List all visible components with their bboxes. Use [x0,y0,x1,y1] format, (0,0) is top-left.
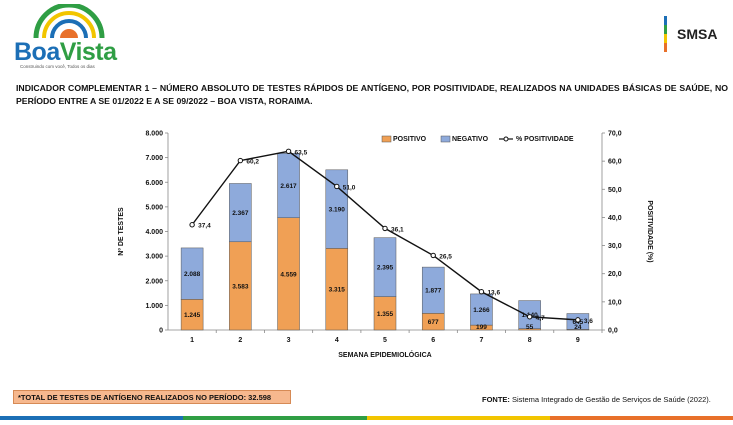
smsa-color-bar [664,16,667,52]
y2-tick-label: 10,0 [608,299,622,306]
bar-negativo [325,169,349,249]
data-label-positivo: 24 [574,324,582,331]
x-tick-label: 2 [238,337,242,344]
stripe-segment [0,416,184,420]
sun-rays-icon [33,4,105,39]
positividade-point [189,222,195,228]
page-title: INDICADOR COMPLEMENTAR 1 – NÚMERO ABSOLU… [16,83,728,106]
legend-marker-positividade [503,136,509,142]
y-tick-label: 6.000 [145,180,163,187]
positividade-label: 36,1 [391,226,404,233]
y2-tick-label: 0,0 [608,328,618,335]
positividade-point [285,148,292,154]
positividade-point [382,225,388,232]
positividade-label: 37,4 [198,223,211,230]
data-label-negativo: 2.367 [232,210,249,217]
x-axis-title: SEMANA EPIDEMIOLÓGICA [338,350,431,359]
data-label-negativo: 2.395 [377,265,394,272]
positividade-point [575,317,581,323]
positividade-point [526,314,533,320]
y-tick-label: 2.000 [145,278,163,285]
legend-label-negativo: NEGATIVO [452,136,489,143]
data-label-negativo: 2.088 [184,271,201,278]
positividade-label: 4,7 [536,315,545,322]
positividade-label: 63,5 [295,149,308,156]
y2-axis-title: POSITIVIDADE (%) [646,200,653,262]
x-tick-label: 3 [287,337,291,344]
legend-label-positivo: POSITIVO [393,136,427,143]
data-label-positivo: 199 [476,324,487,331]
data-label-positivo: 3.583 [232,283,249,290]
positividade-label: 60,2 [246,159,259,166]
y2-tick-label: 50,0 [608,187,622,194]
bottom-color-stripe [0,407,733,420]
x-tick-label: 6 [431,337,435,344]
positividade-label: 26,5 [439,253,452,260]
positividade-label: 13,6 [487,290,500,297]
x-tick-label: 8 [528,337,532,344]
y2-tick-label: 40,0 [608,215,622,222]
legend-label-positividade: % POSITIVIDADE [516,136,574,143]
y-tick-label: 8.000 [145,131,163,138]
data-label-negativo: 1.266 [473,307,490,314]
y2-tick-label: 20,0 [608,271,622,278]
data-label-positivo: 55 [526,324,534,331]
y2-tick-label: 70,0 [608,131,622,138]
y-tick-label: 4.000 [145,229,163,236]
y-tick-label: 5.000 [145,204,163,211]
x-tick-label: 5 [383,337,387,344]
data-label-positivo: 1.355 [377,311,394,318]
data-label-negativo: 1.877 [425,288,442,295]
x-tick-label: 9 [576,337,580,344]
stripe-segment [549,416,733,420]
x-tick-label: 4 [335,337,339,344]
legend-swatch-positivo [381,135,392,143]
y-tick-label: 0 [159,328,163,335]
y-axis-title: Nº DE TESTES [118,207,125,256]
y-tick-label: 1.000 [145,303,163,310]
y2-tick-label: 30,0 [608,243,622,250]
positividade-point [334,183,340,190]
data-label-positivo: 4.559 [280,271,297,278]
data-label-positivo: 3.315 [329,287,346,294]
x-tick-label: 1 [190,337,194,344]
stripe-segment [183,416,367,420]
positividade-point [478,289,485,295]
smsa-label: SMSA [677,26,718,42]
positividade-label: 3,6 [584,318,593,325]
chart: 0 1.000 2.000 3.000 4.000 5.000 6.000 7.000 8.00… [118,131,653,360]
bar-negativo [180,247,204,300]
x-tick-label: 7 [479,337,483,344]
boa-vista-logo [33,4,105,39]
bar-negativo [229,183,252,243]
data-label-positivo: 1.245 [184,312,201,319]
total-tests-note: *TOTAL DE TESTES DE ANTÍGENO REALIZADOS … [13,390,291,404]
data-label-positivo: 677 [428,319,439,326]
legend-swatch-negativo [440,135,451,143]
bar-negativo [373,237,397,297]
positividade-point [237,157,244,164]
y2-tick-label: 60,0 [608,159,622,166]
y-tick-label: 3.000 [145,254,163,261]
y-tick-label: 7.000 [145,155,163,162]
source-note: FONTE: Sistema Integrado de Gestão de Se… [482,395,711,404]
bar-negativo [421,266,445,314]
logo-wordmark: BoaVista [14,38,117,66]
positividade-point [430,252,436,259]
logo-tagline: Construindo com você, Todos os dias [20,64,95,69]
positividade-label: 51,0 [343,184,356,191]
data-label-negativo: 3.190 [329,207,346,214]
stripe-segment [366,416,550,420]
data-label-negativo: 2.617 [280,183,297,190]
